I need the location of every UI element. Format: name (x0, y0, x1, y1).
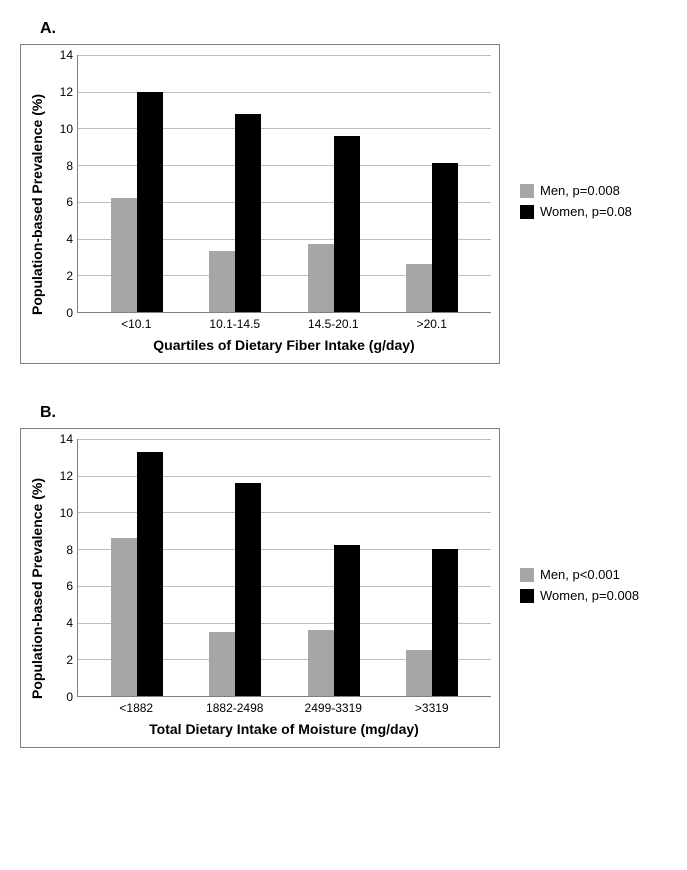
legend-label: Men, p<0.001 (540, 567, 620, 582)
plot-area (77, 439, 491, 697)
legend-item: Women, p=0.008 (520, 588, 639, 603)
panel-label: A. (40, 20, 667, 38)
chart-wrap: Population-based Prevalence (%)141210864… (20, 44, 667, 364)
bar (334, 545, 360, 696)
bar (308, 244, 334, 312)
chart-panel-1: B. Population-based Prevalence (%)1412108… (20, 404, 667, 748)
legend-swatch (520, 568, 534, 582)
bar (235, 483, 261, 696)
chart-wrap: Population-based Prevalence (%)141210864… (20, 428, 667, 748)
legend-label: Men, p=0.008 (540, 183, 620, 198)
bar-group (308, 439, 360, 696)
bar (209, 251, 235, 312)
x-ticks: <10.110.1-14.514.5-20.1>20.1 (77, 313, 491, 331)
x-tick-label: >3319 (383, 701, 482, 715)
chart-panel-0: A. Population-based Prevalence (%)1412108… (20, 20, 667, 364)
panel-label: B. (40, 404, 667, 422)
plot-area (77, 55, 491, 313)
chart-box: Population-based Prevalence (%)141210864… (20, 428, 500, 748)
bar (334, 136, 360, 312)
x-tick-label: <1882 (87, 701, 186, 715)
bar (137, 452, 163, 696)
bar (235, 114, 261, 312)
legend-swatch (520, 184, 534, 198)
bar-group (406, 55, 458, 312)
legend-swatch (520, 205, 534, 219)
bar-group (308, 55, 360, 312)
bars-layer (78, 55, 491, 312)
bar (406, 264, 432, 312)
legend-item: Men, p=0.008 (520, 183, 632, 198)
x-tick-label: 10.1-14.5 (186, 317, 285, 331)
bar (137, 92, 163, 312)
bar (111, 198, 137, 312)
y-axis-label: Population-based Prevalence (%) (25, 478, 49, 699)
bar-group (111, 439, 163, 696)
y-axis-label: Population-based Prevalence (%) (25, 94, 49, 315)
x-axis-label: Total Dietary Intake of Moisture (mg/day… (77, 721, 491, 737)
y-ticks: 14121086420 (49, 439, 77, 697)
bar-group (406, 439, 458, 696)
legend-label: Women, p=0.008 (540, 588, 639, 603)
bar (308, 630, 334, 696)
x-tick-label: 2499-3319 (284, 701, 383, 715)
legend-item: Women, p=0.08 (520, 204, 632, 219)
x-tick-label: >20.1 (383, 317, 482, 331)
x-tick-label: <10.1 (87, 317, 186, 331)
x-tick-label: 1882-2498 (186, 701, 285, 715)
bars-layer (78, 439, 491, 696)
legend: Men, p<0.001 Women, p=0.008 (520, 567, 639, 609)
bar (209, 632, 235, 696)
bar (432, 163, 458, 312)
legend-item: Men, p<0.001 (520, 567, 639, 582)
bar-group (111, 55, 163, 312)
bar-group (209, 55, 261, 312)
bar (406, 650, 432, 696)
bar-group (209, 439, 261, 696)
legend-swatch (520, 589, 534, 603)
x-ticks: <18821882-24982499-3319>3319 (77, 697, 491, 715)
y-ticks: 14121086420 (49, 55, 77, 313)
x-axis-label: Quartiles of Dietary Fiber Intake (g/day… (77, 337, 491, 353)
chart-box: Population-based Prevalence (%)141210864… (20, 44, 500, 364)
bar (111, 538, 137, 696)
bar (432, 549, 458, 696)
legend: Men, p=0.008 Women, p=0.08 (520, 183, 632, 225)
x-tick-label: 14.5-20.1 (284, 317, 383, 331)
legend-label: Women, p=0.08 (540, 204, 632, 219)
